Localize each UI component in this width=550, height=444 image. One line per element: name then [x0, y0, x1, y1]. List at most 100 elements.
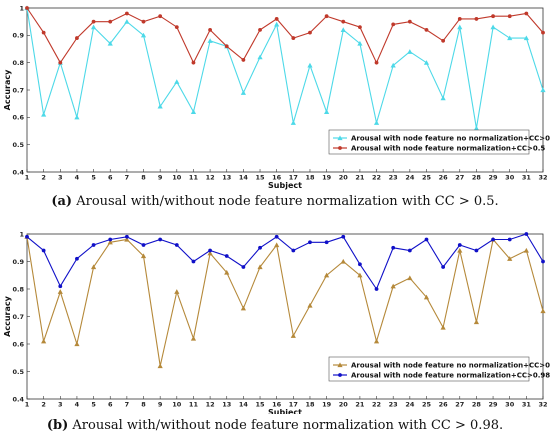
series-0-point — [507, 256, 513, 261]
chart-b: 0.40.50.60.70.80.911 2 3 4 5 6 7 8 9 10 11 12 13 14 15… — [3, 230, 550, 414]
x-tick-label: 19 — [322, 174, 332, 182]
legend-entry: Arousal with node feature no normalizati… — [351, 361, 550, 369]
series-1-point — [208, 27, 212, 32]
series-1-point — [91, 19, 96, 24]
x-tick-label: 8 — [141, 401, 146, 409]
series-1-line — [26, 233, 544, 291]
x-tick-label: 27 — [455, 174, 464, 182]
series-1-point — [208, 248, 212, 253]
x-tick-label: 3 — [58, 401, 63, 409]
series-0-point — [440, 95, 446, 101]
legend-swatch-marker — [338, 146, 342, 150]
series-0-point — [274, 242, 280, 248]
x-tick-label: 21 — [355, 174, 365, 182]
chart-panel-b: 0.4 0.5 0.6 0.7 0.8 0.9 1 1 2 3 4 5 6 7 8 9 10 11 12 13 14 15… — [0, 222, 550, 444]
x-tick-label: 9 — [158, 401, 163, 409]
series-1-point — [58, 60, 63, 65]
series-0-point — [540, 87, 546, 93]
x-tick-label: 6 — [108, 174, 113, 182]
y-tick-label: 0.8 — [12, 59, 24, 67]
series-0-point — [107, 40, 113, 46]
x-tick-label: 28 — [472, 401, 482, 409]
series-1-point — [341, 234, 346, 239]
series-1-point — [108, 237, 113, 242]
series-1-point — [258, 27, 262, 32]
y-tick-label: 1 — [19, 4, 24, 12]
x-tick-label: 25 — [422, 174, 432, 182]
x-tick-label: 5 — [91, 174, 96, 182]
series-0-point — [490, 24, 496, 30]
series-0-point — [224, 269, 230, 275]
y-tick-label: 1 — [19, 230, 24, 238]
series-0-point — [190, 335, 197, 341]
series-0-point — [140, 253, 147, 259]
x-tick-label: 2 — [41, 401, 46, 409]
series-0-point — [324, 272, 330, 278]
legend-entry: Arousal with node feature no normalizati… — [351, 134, 550, 142]
y-tick-label: 0.4 — [12, 168, 24, 176]
series-0-point — [357, 40, 363, 46]
series-0-point — [207, 250, 213, 256]
series-0-point — [257, 54, 263, 60]
series-0-point — [523, 35, 529, 41]
series-1-point — [407, 248, 412, 253]
series-0-point — [207, 38, 213, 43]
caption-a: (a) Arousal with/without node feature no… — [0, 194, 550, 209]
series-1-point — [407, 19, 412, 24]
legend-swatch-marker — [338, 373, 342, 377]
caption-a-label: (a) — [51, 194, 73, 209]
series-1-point — [374, 60, 379, 65]
x-tick-label: 10 — [172, 174, 182, 182]
y-tick-label: 0.7 — [12, 86, 24, 94]
x-tick-label: 9 — [158, 174, 163, 182]
x-tick-label: 13 — [222, 401, 231, 409]
x-tick-label: 11 — [189, 401, 199, 409]
series-1-point — [374, 287, 379, 291]
series-1-point — [41, 30, 46, 35]
series-0-point — [74, 341, 80, 347]
series-0-point — [457, 24, 463, 30]
series-1-point — [25, 234, 29, 239]
x-tick-label: 24 — [405, 401, 415, 409]
series-1-line — [26, 7, 544, 65]
series-1-point — [308, 30, 312, 35]
series-0-point — [41, 112, 47, 117]
x-tick-label: 2 — [41, 174, 46, 182]
series-0-point — [390, 62, 396, 68]
series-1-point — [391, 245, 396, 250]
series-0-point — [157, 103, 163, 109]
series-1-point — [524, 11, 529, 16]
x-tick-label: 21 — [355, 401, 365, 409]
series-0-point — [274, 21, 280, 27]
series-1-point — [241, 58, 246, 62]
x-tick-label: 31 — [522, 401, 532, 409]
x-tick-label: 12 — [206, 174, 215, 182]
x-tick-label: 22 — [372, 174, 381, 182]
y-tick-label: 0.6 — [12, 340, 24, 348]
series-0-point — [457, 247, 463, 253]
x-tick-label: 23 — [389, 174, 398, 182]
series-1-point — [474, 17, 479, 21]
series-0-point — [357, 272, 363, 278]
series-0-point — [507, 35, 513, 41]
series-0-point — [373, 120, 380, 125]
x-tick-label: 5 — [91, 401, 96, 409]
x-tick-label: 4 — [75, 174, 80, 182]
series-1-point — [58, 284, 63, 289]
series-0-point — [257, 264, 263, 270]
series-0-point — [90, 264, 97, 270]
series-0-point — [124, 236, 130, 242]
legend-entry: Arousal with node feature normalization+… — [351, 144, 545, 152]
series-0-point — [140, 32, 147, 38]
series-0-point — [41, 338, 47, 344]
series-0-point — [473, 319, 480, 325]
x-tick-label: 7 — [125, 401, 130, 409]
series-0-point — [240, 305, 246, 311]
series-1-point — [75, 256, 79, 261]
x-tick-label: 30 — [505, 401, 515, 409]
series-0-point — [390, 283, 396, 289]
series-1-point — [457, 243, 462, 247]
series-1-point — [474, 248, 479, 253]
series-1-point — [274, 234, 279, 239]
x-tick-label: 14 — [239, 174, 249, 182]
